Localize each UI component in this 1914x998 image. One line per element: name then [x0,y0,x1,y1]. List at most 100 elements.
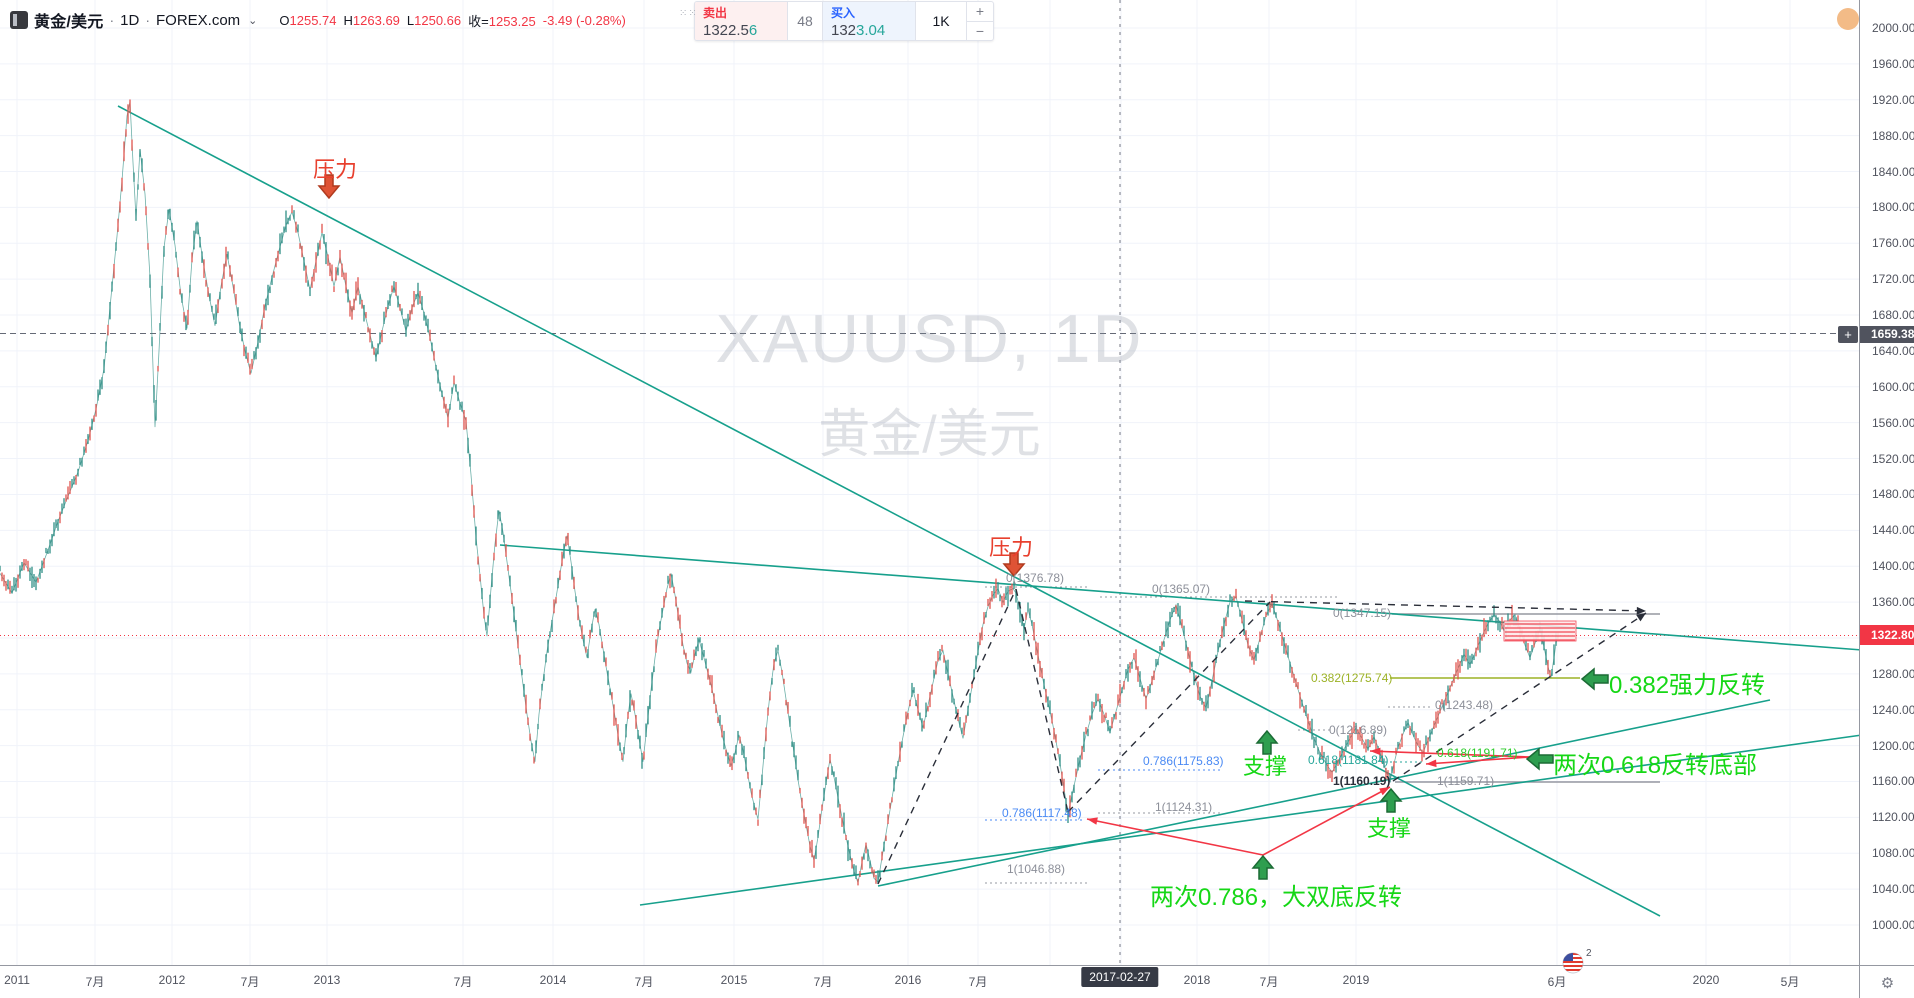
quantity-increase-button[interactable]: + [967,2,993,22]
pressure-arrow-icon [1002,552,1026,578]
high-value: 1263.69 [352,12,400,28]
time-tick-label: 6月 [1547,975,1567,989]
support-arrow-icon [1251,854,1275,880]
spread-value: 48 [788,2,823,40]
buy-label: 买入 [831,5,856,20]
interval-label[interactable]: 1D [120,11,140,29]
price-tick-label: 1360.00 [1872,595,1914,610]
price-tick-label: 1560.00 [1872,415,1914,430]
low-key: L [406,12,415,28]
price-tick-label: 1840.00 [1872,164,1914,179]
price-tick-label: 1880.00 [1872,128,1914,143]
time-tick-label: 2020 [1692,973,1720,987]
price-tick-label: 1160.00 [1872,774,1914,789]
alert-plus-button[interactable]: + [1838,325,1858,343]
price-axis[interactable]: 2000.00 1960.00 1920.00 1880.00 1840.00 1800.… [1859,0,1914,965]
price-tick-label: 1440.00 [1872,523,1914,538]
price-tick-label: 1600.00 [1872,379,1914,394]
low-value: 1250.66 [414,12,462,28]
price-tick-label: 1800.00 [1872,200,1914,215]
resistance-zone-box[interactable] [1503,620,1577,642]
alert-badge-icon[interactable] [1837,8,1859,30]
time-tick-label: 7月 [453,975,473,989]
buy-button[interactable]: 买入 1323.04 [823,2,916,40]
grid-lines [0,0,1859,965]
crosshair-date-label: 2017-02-27 [1081,967,1159,987]
close-value: 1253.25 [488,13,536,29]
time-axis[interactable]: 2011 7月 2012 7月 2013 7月 2014 7月 2015 7月 2016 7月 7月 20… [0,965,1859,998]
svg-text:2: 2 [1586,948,1592,959]
red-annotation-lines[interactable] [1086,747,1531,856]
open-key: O [279,12,290,28]
quote-widget: 卖出 1322.56 48 买入 1323.04 1K + − [694,1,994,41]
open-value: 1255.74 [289,12,337,28]
gear-icon[interactable]: ⚙ [1880,974,1895,992]
time-tick-label: 2013 [313,973,341,987]
sell-label: 卖出 [703,5,728,20]
price-tick-label: 1720.00 [1872,272,1914,287]
quantity-decrease-button[interactable]: − [975,22,985,39]
buy-price: 132 [831,21,857,39]
price-tick-label: 1920.00 [1872,92,1914,107]
time-tick-label: 7月 [813,975,833,989]
support-arrow-icon [1379,787,1403,813]
time-tick-label: 7月 [85,975,105,989]
alert-price-label: 1659.38 [1860,325,1914,343]
time-tick-label: 2014 [539,973,567,987]
time-tick-label: 2012 [158,973,186,987]
time-tick-label: 7月 [240,975,260,989]
close-key: 收= [468,13,489,29]
time-tick-label: 2016 [894,973,922,987]
sell-price-highlight: 6 [748,21,758,39]
separator-dot: · [109,12,115,28]
quantity-field[interactable]: 1K [916,2,967,40]
quantity-stepper: + − [967,2,993,40]
price-tick-label: 1240.00 [1872,702,1914,717]
high-key: H [343,12,353,28]
time-tick-label: 2018 [1183,973,1211,987]
candlestick-series [0,99,1559,886]
symbol-toolbar: 黄金/美元 · 1D · FOREX.com ⌄ O1255.74 H1263.… [10,8,626,32]
dashed-projection-lines[interactable] [877,588,1647,885]
price-tick-label: 1280.00 [1872,666,1914,681]
time-tick-label: 5月 [1780,975,1800,989]
chevron-down-icon[interactable]: ⌄ [248,14,258,27]
price-tick-label: 1960.00 [1872,56,1914,71]
separator-dot: · [145,12,150,28]
price-tick-label: 1400.00 [1872,559,1914,574]
price-tick-label: 1680.00 [1872,308,1914,323]
price-tick-label: 1480.00 [1872,487,1914,502]
axis-settings-corner[interactable]: ⚙ [1859,965,1914,998]
exchange-label[interactable]: FOREX.com [155,11,241,29]
flag-icon[interactable]: 2 [1560,946,1596,976]
price-tick-label: 1640.00 [1872,343,1914,358]
time-tick-label: 7月 [1259,975,1279,989]
price-tick-label: 1520.00 [1872,451,1914,466]
last-price-label: 1322.80 [1860,625,1914,646]
trend-lines[interactable] [117,105,1863,917]
block-arrows [317,174,1609,880]
time-tick-label: 7月 [634,975,654,989]
time-tick-label: 7月 [968,975,988,989]
time-tick-label: 2015 [720,973,748,987]
price-tick-label: 1000.00 [1872,918,1914,932]
pressure-arrow-icon [317,174,341,200]
price-tick-label: 1040.00 [1872,882,1914,897]
price-tick-label: 1760.00 [1872,236,1914,251]
ohlc-readout: O1255.74 H1263.69 L1250.66 收=1253.25 -3.… [279,11,625,30]
price-tick-label: 1120.00 [1872,810,1914,825]
support-arrow-icon [1255,729,1279,755]
quote-drag-handle[interactable]: ⁙⁙ [679,8,698,19]
support-arrow-icon [1580,667,1609,691]
buy-price-highlight: 3.04 [856,21,886,39]
time-tick-label: 2019 [1342,973,1370,987]
price-tick-label: 2000.00 [1872,21,1914,35]
symbol-title[interactable]: 黄金/美元 [34,14,104,31]
sell-button[interactable]: 卖出 1322.56 [695,2,788,40]
price-tick-label: 1080.00 [1872,846,1914,861]
support-arrow-icon [1525,747,1554,771]
sell-price: 1322.5 [703,21,749,39]
price-tick-label: 1200.00 [1872,738,1914,753]
